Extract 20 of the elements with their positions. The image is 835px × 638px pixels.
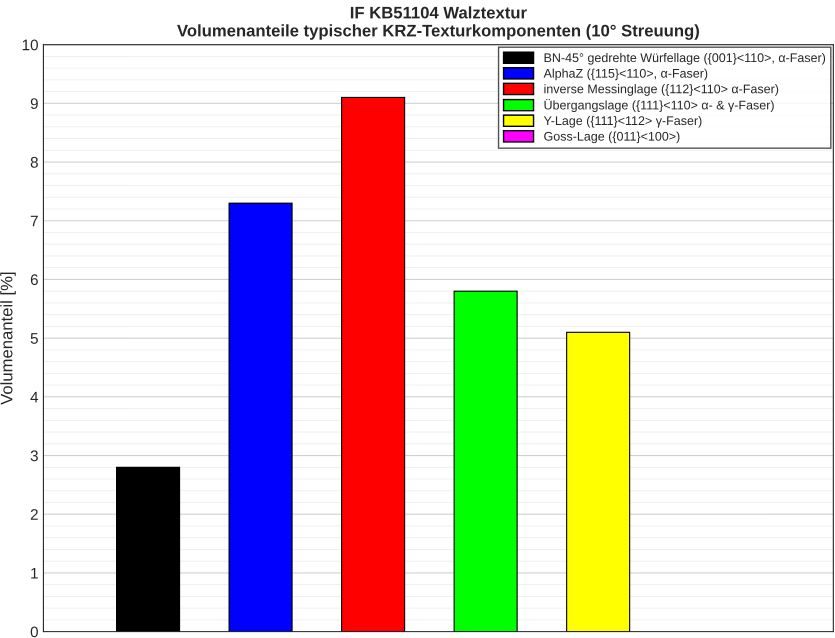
y-tick-label: 9 xyxy=(30,98,38,110)
y-tick-label: 4 xyxy=(30,392,38,402)
y-tick-label: 2 xyxy=(30,509,38,520)
y-tick-label: 1 xyxy=(31,568,38,578)
y-tick-label: 0 xyxy=(30,626,38,638)
y-axis-title: Volumenanteil [%] xyxy=(0,272,16,405)
y-tick-label: 10 xyxy=(22,40,38,50)
legend-label: AlphaZ ({115}<110>, α-Faser) xyxy=(544,68,708,80)
y-tick-label: 7 xyxy=(30,216,38,226)
chart-subtitle: Volumenanteile typischer KRZ-Texturkomponenten (10° Streuung) xyxy=(177,24,699,40)
legend-label: BN-45° gedrehte Würfellage ({001}<110>, α-Faser) xyxy=(544,52,826,65)
y-tick-label: 8 xyxy=(30,156,38,168)
y-tick-label: 6 xyxy=(30,274,38,286)
legend-label: inverse Messinglage ({112}<110> α-Faser) xyxy=(544,84,778,96)
legend-label: Goss-Lage ({011}<100>) xyxy=(544,132,680,144)
legend-label: Übergangslage ({111}<110> α- & γ-Faser) xyxy=(544,98,774,112)
y-tick-label: 5 xyxy=(30,333,38,344)
chart-title: IF KB51104 Walztextur xyxy=(350,6,527,19)
legend-label: Y-Lage ({111}<112> γ-Faser) xyxy=(544,116,702,128)
y-tick-label: 3 xyxy=(30,450,38,462)
